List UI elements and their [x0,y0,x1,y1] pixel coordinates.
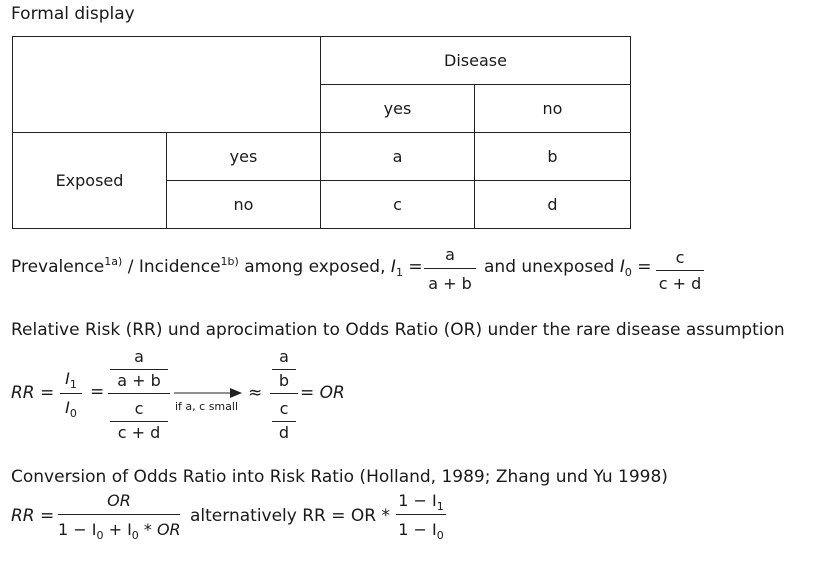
compound-top-bar [110,369,168,370]
cell-a-value: a [392,147,403,166]
alt-numerator: 1 − I1 [396,491,446,513]
footnote-1b: 1b) [220,255,239,268]
alt-num-text: 1 − I [398,491,437,510]
incidence-word: / Incidence [122,257,221,277]
prevalence-word: Prevalence [11,257,105,277]
frac2-denominator: c + d [658,274,702,293]
i0-subscript: 0 [436,529,444,542]
frac1-numerator: a [445,245,455,264]
cell-c-value: c [393,195,402,214]
disease-no-header: no [474,84,631,133]
conv-den-part-c: * OR [138,520,181,539]
equals-or: = OR [300,383,345,403]
frac1-denominator: a + b [428,274,472,293]
exposed-yes-header: yes [166,132,321,181]
equals-sign: = [402,257,423,277]
disease-yes-label: yes [383,99,412,118]
conv-denominator: 1 − I0 + I0 * OR [58,520,181,542]
conversion-heading: Conversion of Odds Ratio into Risk Ratio… [11,467,668,487]
compound-bot-den: c + d [117,423,161,442]
conv-den-part-b: + I [103,520,132,539]
compound-main-bar [108,393,170,394]
i1-subscript: 1 [436,500,444,513]
disease-header: Disease [320,36,631,85]
compound-top-den: a + b [117,371,161,390]
conv-numerator: OR [107,491,131,510]
i1-symbol: I [390,257,396,277]
page-title: Formal display [11,4,135,24]
exposed-yes-label: yes [229,147,258,166]
among-exposed-text: among exposed, [238,257,391,277]
table-corner-cell [12,36,321,133]
i0-subscript: 0 [624,266,632,279]
i1-symbol: I [65,369,70,388]
ratio-ab-bar [272,369,296,370]
prevalence-text: Prevalence1a) / Incidence1b) among expos… [11,256,423,279]
i1-subscript: 1 [395,266,403,279]
i0-symbol: I [619,257,625,277]
cell-b-value: b [547,147,558,166]
i0-subscript: 0 [96,529,104,542]
i0-subscript: 0 [69,407,77,420]
cell-c: c [320,180,475,229]
alternatively-text: alternatively RR = OR * [190,506,391,526]
frac2-bar [656,270,704,271]
unexposed-text: and unexposed I0 = [484,257,652,279]
exposed-no-header: no [166,180,321,229]
rr-i0: I0 [60,398,82,420]
right-arrow-icon [174,388,242,398]
compound-bot-bar [110,421,168,422]
rr-i-bar [60,393,82,394]
frac2-numerator: c [675,248,685,267]
i1-subscript: 1 [69,378,77,391]
alt-denominator: 1 − I0 [396,520,446,542]
rr-heading: Relative Risk (RR) und aprocimation to O… [11,320,785,340]
compound-top-num: a [134,347,144,366]
conv-bar [58,514,180,515]
cell-a: a [320,132,475,181]
disease-no-label: no [542,99,563,118]
cell-d-value: d [547,195,558,214]
rr-equals-2: = [90,382,105,402]
conv-rr-equals: RR = [11,506,55,526]
i0-symbol: I [65,398,70,417]
disease-header-label: Disease [444,51,507,70]
arrow-condition: if a, c small [175,400,239,413]
alt-bar [396,514,446,515]
disease-yes-header: yes [320,84,475,133]
ratio-main-bar [270,393,298,394]
exposed-no-label: no [233,195,254,214]
ratio-d: d [278,423,290,442]
equals-sign: = [631,257,652,277]
cell-d: d [474,180,631,229]
frac1-bar [424,268,476,269]
i0-subscript: 0 [131,529,139,542]
cell-b: b [474,132,631,181]
compound-bot-num: c [134,399,144,418]
conv-den-part-a: 1 − I [58,520,97,539]
and-unexposed-label: and unexposed [484,257,620,277]
footnote-1a: 1a) [104,255,123,268]
ratio-cd-bar [272,421,296,422]
alt-den-text: 1 − I [398,520,437,539]
exposed-label: Exposed [55,171,124,190]
rr-equals-label: RR = [11,383,55,403]
ratio-c: c [279,399,289,418]
ratio-a: a [279,347,289,366]
exposed-header: Exposed [12,132,167,229]
approx-sign: ≈ [248,383,263,403]
ratio-b: b [278,371,290,390]
rr-i1: I1 [60,369,82,391]
